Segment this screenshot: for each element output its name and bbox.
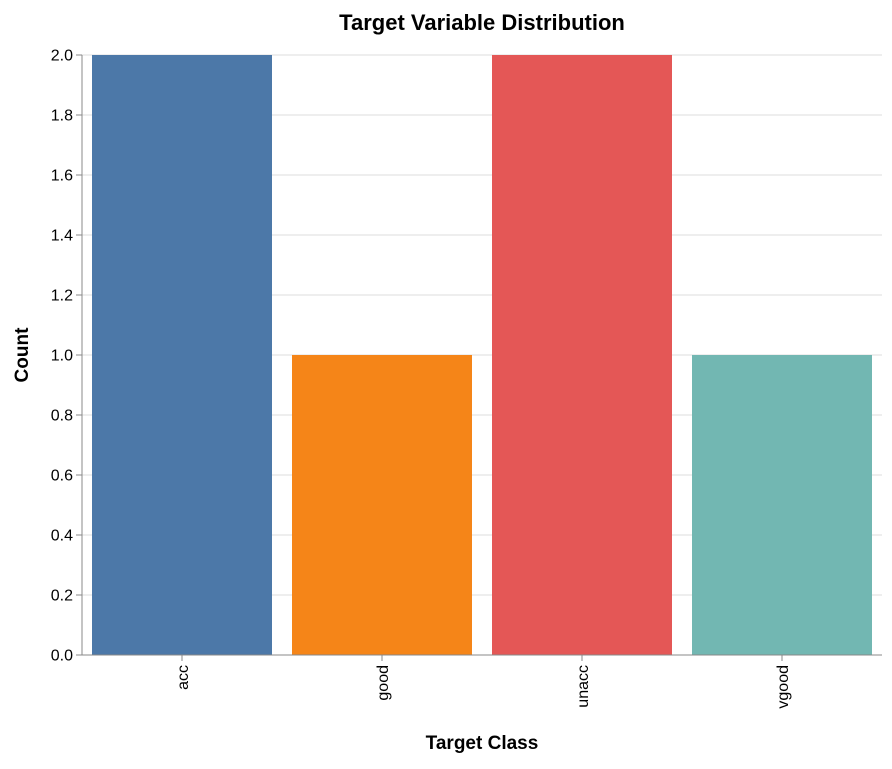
y-tick-label: 0.0 bbox=[51, 648, 73, 665]
y-tick-label: 2.0 bbox=[51, 48, 73, 65]
y-tick-label: 0.6 bbox=[51, 468, 73, 485]
bar-unacc bbox=[492, 55, 672, 655]
axes: 0.0 0.2 0.4 0.6 0.8 1.0 1.2 1.4 1.6 1.8 2.0 acc good… bbox=[51, 48, 882, 709]
y-tick-label: 1.4 bbox=[51, 228, 73, 245]
bar-good bbox=[292, 355, 472, 655]
x-tick-label: unacc bbox=[575, 665, 592, 708]
y-tick-label: 0.8 bbox=[51, 408, 73, 425]
bar-acc bbox=[92, 55, 272, 655]
x-tick-label: vgood bbox=[775, 665, 792, 709]
y-tick-label: 0.4 bbox=[51, 528, 73, 545]
bars bbox=[92, 55, 872, 655]
y-tick-label: 1.8 bbox=[51, 108, 73, 125]
x-axis-title: Target Class bbox=[426, 733, 539, 754]
chart-title: Target Variable Distribution bbox=[339, 10, 625, 35]
bar-vgood bbox=[692, 355, 872, 655]
y-tick-label: 1.6 bbox=[51, 168, 73, 185]
x-tick-label: good bbox=[375, 665, 392, 701]
y-tick-label: 1.2 bbox=[51, 288, 73, 305]
x-tick-label: acc bbox=[175, 665, 192, 690]
y-tick-label: 0.2 bbox=[51, 588, 73, 605]
y-axis-title: Count bbox=[12, 327, 33, 383]
y-tick-label: 1.0 bbox=[51, 348, 73, 365]
